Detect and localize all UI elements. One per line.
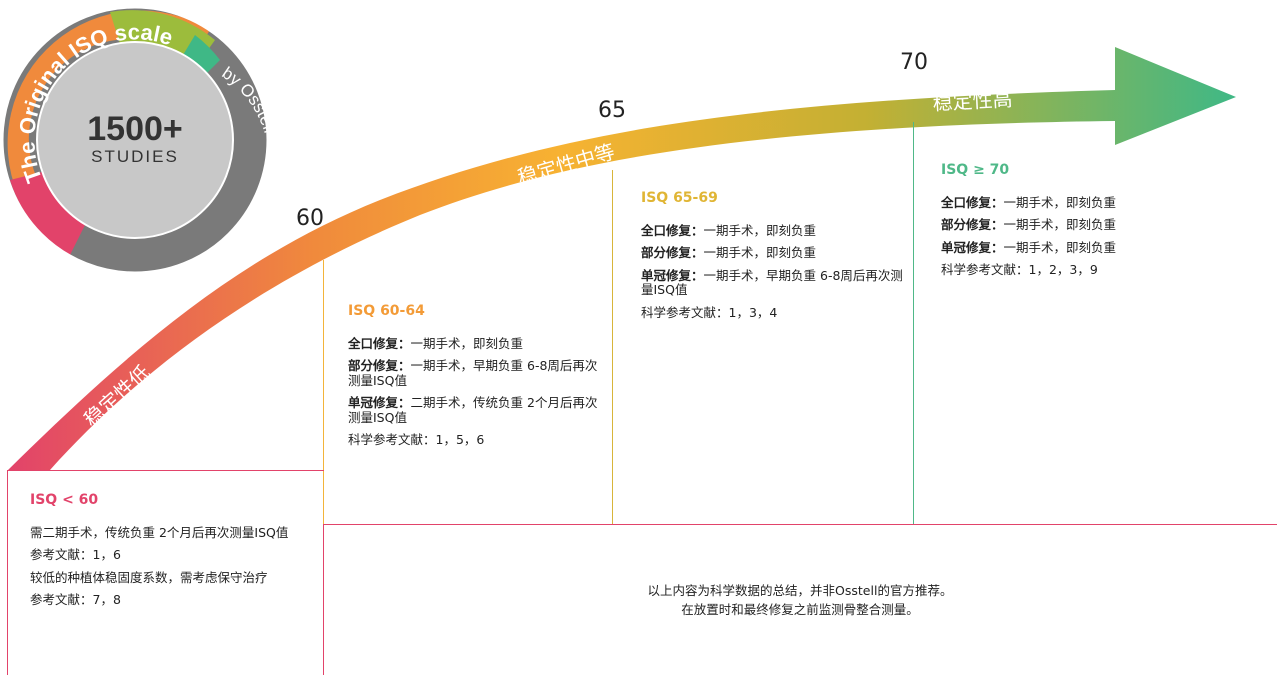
footer-line-1: 以上内容为科学数据的总结，并非Osstell的官方推荐。 xyxy=(647,583,953,598)
panel-70-row-2: 部分修复：一期手术，即刻负重 xyxy=(941,217,1117,233)
panel-70-title: ISQ ≥ 70 xyxy=(941,162,1010,178)
panel-65-row-2: 部分修复：一期手术，即刻负重 xyxy=(641,245,817,261)
panel-70-ref: 科学参考文献：1，2，3，9 xyxy=(941,262,1098,278)
label-stability-high: 稳定性高 xyxy=(932,87,1013,115)
panel-low-line-3: 较低的种植体稳固度系数，需考虑保守治疗 xyxy=(30,569,268,585)
panel-60-row-2: 部分修复：一期手术，早期负重 6-8周后再次测量ISQ值 xyxy=(348,358,598,388)
panel-isq-65-69: ISQ 65-69 全口修复：一期手术，即刻负重 部分修复：一期手术，即刻负重 … xyxy=(641,190,903,320)
divider-70 xyxy=(913,122,914,524)
panel-65-row-1: 全口修复：一期手术，即刻负重 xyxy=(641,223,817,239)
panel-70-row-1: 全口修复：一期手术，即刻负重 xyxy=(941,195,1117,211)
panel-low-line-1: 需二期手术，传统负重 2个月后再次测量ISQ值 xyxy=(30,525,289,541)
panel-low-line-2: 参考文献：1，6 xyxy=(30,547,121,563)
divider-65 xyxy=(612,170,613,524)
badge-count: 1500+ xyxy=(87,110,183,148)
tick-60: 60 xyxy=(296,206,324,231)
tick-70: 70 xyxy=(900,50,928,75)
footer-line-2: 在放置时和最终修复之前监测骨整合测量。 xyxy=(681,601,919,617)
panel-60-row-3: 单冠修复：二期手术，传统负重 2个月后再次测量ISQ值 xyxy=(348,395,598,425)
panel-60-title: ISQ 60-64 xyxy=(348,303,425,319)
divider-60 xyxy=(323,260,324,524)
panel-isq-low: ISQ < 60 需二期手术，传统负重 2个月后再次测量ISQ值 参考文献：1，… xyxy=(30,492,300,616)
panel-65-row-3: 单冠修复：一期手术，早期负重 6-8周后再次测量ISQ值 xyxy=(641,267,903,298)
panel-65-title: ISQ 65-69 xyxy=(641,190,718,206)
badge-studies: STUDIES xyxy=(91,147,179,166)
panel-60-row-1: 全口修复：一期手术，即刻负重 xyxy=(348,336,524,352)
panel-isq-70: ISQ ≥ 70 全口修复：一期手术，即刻负重 部分修复：一期手术，即刻负重 单… xyxy=(941,162,1241,278)
panel-70-row-3: 单冠修复：一期手术，即刻负重 xyxy=(941,239,1117,255)
isq-badge: The Original ISQ scale by Osstell techno… xyxy=(0,5,284,275)
panel-low-title: ISQ < 60 xyxy=(30,492,99,508)
panel-isq-60-64: ISQ 60-64 全口修复：一期手术，即刻负重 部分修复：一期手术，早期负重 … xyxy=(348,303,603,447)
footer-box xyxy=(323,524,1277,675)
panel-low-box xyxy=(7,470,324,675)
footer-note: 以上内容为科学数据的总结，并非Osstell的官方推荐。 在放置时和最终修复之前… xyxy=(323,582,1277,620)
tick-65: 65 xyxy=(598,98,626,123)
panel-65-ref: 科学参考文献：1，3，4 xyxy=(641,304,778,320)
panel-low-line-4: 参考文献：7，8 xyxy=(30,592,121,608)
panel-60-ref: 科学参考文献：1，5，6 xyxy=(348,431,485,447)
